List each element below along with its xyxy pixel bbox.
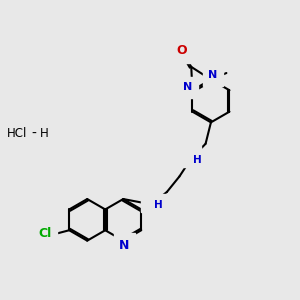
Text: H: H (193, 155, 202, 165)
Text: N: N (186, 151, 195, 161)
Text: O: O (177, 44, 188, 57)
Text: N: N (208, 70, 217, 80)
Text: N: N (183, 82, 192, 92)
Text: N: N (119, 238, 130, 252)
Text: Cl: Cl (39, 227, 52, 240)
Text: N: N (147, 196, 156, 206)
Text: H: H (40, 127, 49, 140)
Text: HCl: HCl (7, 127, 27, 140)
Text: H: H (154, 200, 162, 210)
Text: -: - (31, 127, 36, 141)
